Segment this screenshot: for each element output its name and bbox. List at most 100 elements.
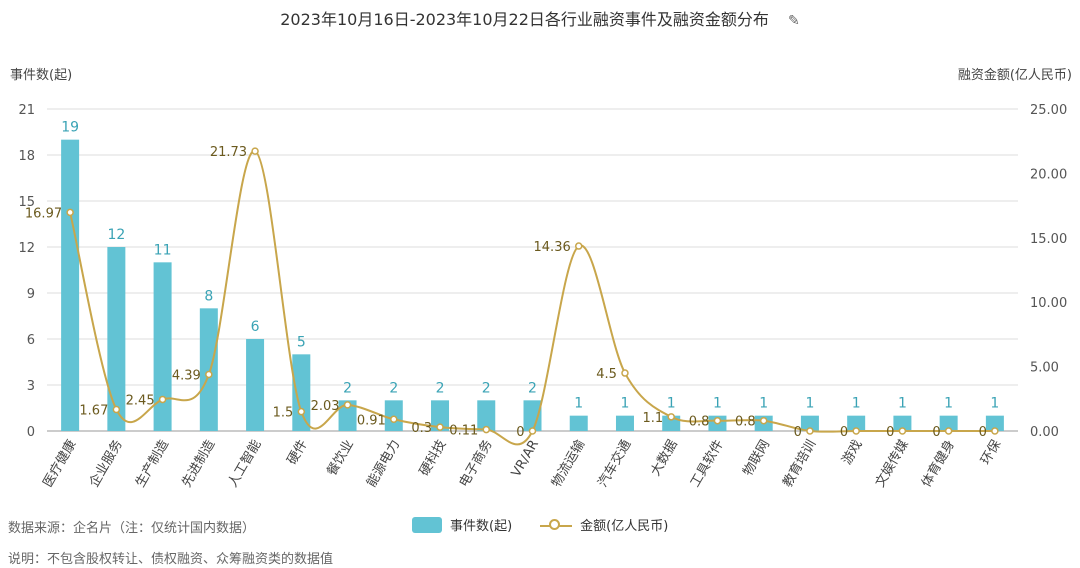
legend-swatch-line (540, 517, 573, 533)
amount-value-label: 0 (794, 425, 802, 440)
bar-value-label: 12 (107, 227, 125, 243)
x-tick-label: 餐饮业 (324, 437, 357, 479)
amount-point (759, 416, 768, 425)
x-tick-label: 大数据 (648, 438, 680, 479)
x-tick-label: 物联网 (741, 438, 773, 479)
bar-value-label: 1 (852, 396, 861, 412)
amount-value-label: 0 (886, 425, 894, 440)
amount-point (713, 416, 722, 425)
legend-item-bar[interactable]: 事件数(起) (412, 515, 512, 534)
amount-point (482, 425, 491, 434)
x-tick-label: 人工智能 (226, 438, 265, 491)
pencil-icon[interactable]: ✎ (788, 13, 800, 29)
left-tick-label: 15 (18, 195, 35, 210)
amount-point (251, 147, 259, 155)
bar (431, 400, 450, 431)
left-tick-label: 21 (18, 103, 35, 118)
amount-point (852, 427, 860, 435)
amount-value-label: 1.5 (273, 406, 294, 421)
legend-label-bar: 事件数(起) (450, 519, 513, 534)
amount-value-label: 2.45 (126, 393, 155, 408)
amount-value-label: 1.1 (643, 411, 664, 426)
bar-value-label: 2 (528, 380, 537, 396)
bar (985, 415, 1004, 431)
left-tick-label: 18 (18, 149, 35, 164)
bar-value-label: 19 (61, 120, 79, 136)
amount-value-label: 0 (979, 425, 987, 440)
amount-value-label: 0.91 (357, 413, 386, 428)
amount-point (205, 370, 213, 379)
x-tick-label: 硬科技 (417, 438, 449, 479)
bar (246, 339, 265, 431)
chart-title-text: 2023年10月16日-2023年10月22日各行业融资事件及融资金额分布 (280, 10, 769, 29)
amount-value-label: 0.3 (411, 421, 432, 436)
bar (939, 415, 958, 431)
amount-point (297, 407, 306, 416)
data-source-note: 数据来源：企名片（注：仅统计国内数据） (8, 521, 256, 536)
amount-point (991, 427, 999, 435)
amount-point (944, 427, 953, 435)
x-tick-label: 先进制造 (179, 438, 218, 491)
amount-point (112, 405, 121, 414)
amount-value-label: 4.39 (172, 368, 201, 383)
amount-value-label: 2.03 (311, 399, 340, 414)
bar-value-label: 1 (898, 396, 907, 412)
x-tick-label: 电子商务 (456, 437, 496, 490)
amount-point (158, 395, 167, 404)
x-tick-label: 生产制造 (133, 438, 172, 491)
amount-value-label: 21.73 (210, 145, 247, 160)
amount-value-label: 1.67 (79, 403, 108, 418)
amount-value-label: 0.11 (449, 424, 478, 439)
x-tick-label: 环保 (978, 438, 1004, 468)
x-tick-label: 工具软件 (688, 438, 727, 491)
bar-value-label: 2 (482, 380, 491, 396)
bar-value-label: 1 (990, 396, 999, 412)
bar (569, 415, 588, 431)
bar-value-label: 8 (204, 288, 213, 304)
bar-value-label: 1 (574, 396, 583, 412)
left-tick-label: 0 (27, 425, 35, 440)
chart-title: 2023年10月16日-2023年10月22日各行业融资事件及融资金额分布 ✎ (0, 6, 1080, 30)
amount-value-label: 16.97 (25, 206, 62, 221)
bar-value-label: 2 (389, 380, 398, 396)
amount-point (806, 427, 814, 435)
x-tick-label: 文娱传媒 (873, 438, 912, 491)
amount-point (574, 242, 583, 250)
x-tick-label: 游戏 (840, 438, 866, 468)
description-note: 说明：不包含股权转让、债权融资、众筹融资类的数据值 (8, 552, 334, 567)
bar-value-label: 1 (944, 396, 953, 412)
x-tick-label: 体育健身 (918, 437, 958, 490)
left-axis-title: 事件数(起) (10, 68, 73, 83)
bar-value-label: 1 (805, 396, 814, 412)
x-tick-label: 医疗健康 (40, 437, 80, 490)
amount-value-label: 0 (516, 425, 524, 440)
bar-value-label: 1 (667, 396, 676, 412)
bar (523, 400, 542, 431)
bar (338, 400, 357, 431)
amount-point (390, 415, 398, 424)
right-tick-label: 10.00 (1030, 296, 1067, 311)
legend-swatch-bar (412, 516, 442, 533)
x-tick-label: 汽车交通 (595, 437, 635, 490)
legend: 事件数(起) 金额(亿人民币) (412, 515, 696, 534)
left-tick-label: 12 (18, 241, 35, 256)
amount-value-label: 4.5 (596, 367, 617, 382)
right-tick-label: 15.00 (1030, 232, 1067, 247)
x-tick-label: 物流运输 (548, 437, 588, 490)
bar-value-label: 2 (436, 380, 445, 396)
bar-value-label: 1 (713, 396, 722, 412)
amount-point (436, 423, 444, 431)
x-tick-label: 硬件 (285, 438, 311, 468)
bar-value-label: 6 (251, 319, 260, 335)
amount-value-label: 0.8 (689, 415, 710, 430)
left-tick-label: 6 (27, 333, 35, 348)
right-tick-label: 20.00 (1030, 167, 1067, 182)
left-tick-label: 3 (27, 379, 35, 394)
bar (847, 415, 866, 431)
amount-point (667, 413, 675, 421)
bar-value-label: 11 (154, 242, 172, 258)
legend-item-line[interactable]: 金额(亿人民币) (540, 515, 668, 534)
bar (893, 415, 912, 431)
bar (107, 247, 126, 431)
bar (199, 308, 218, 431)
